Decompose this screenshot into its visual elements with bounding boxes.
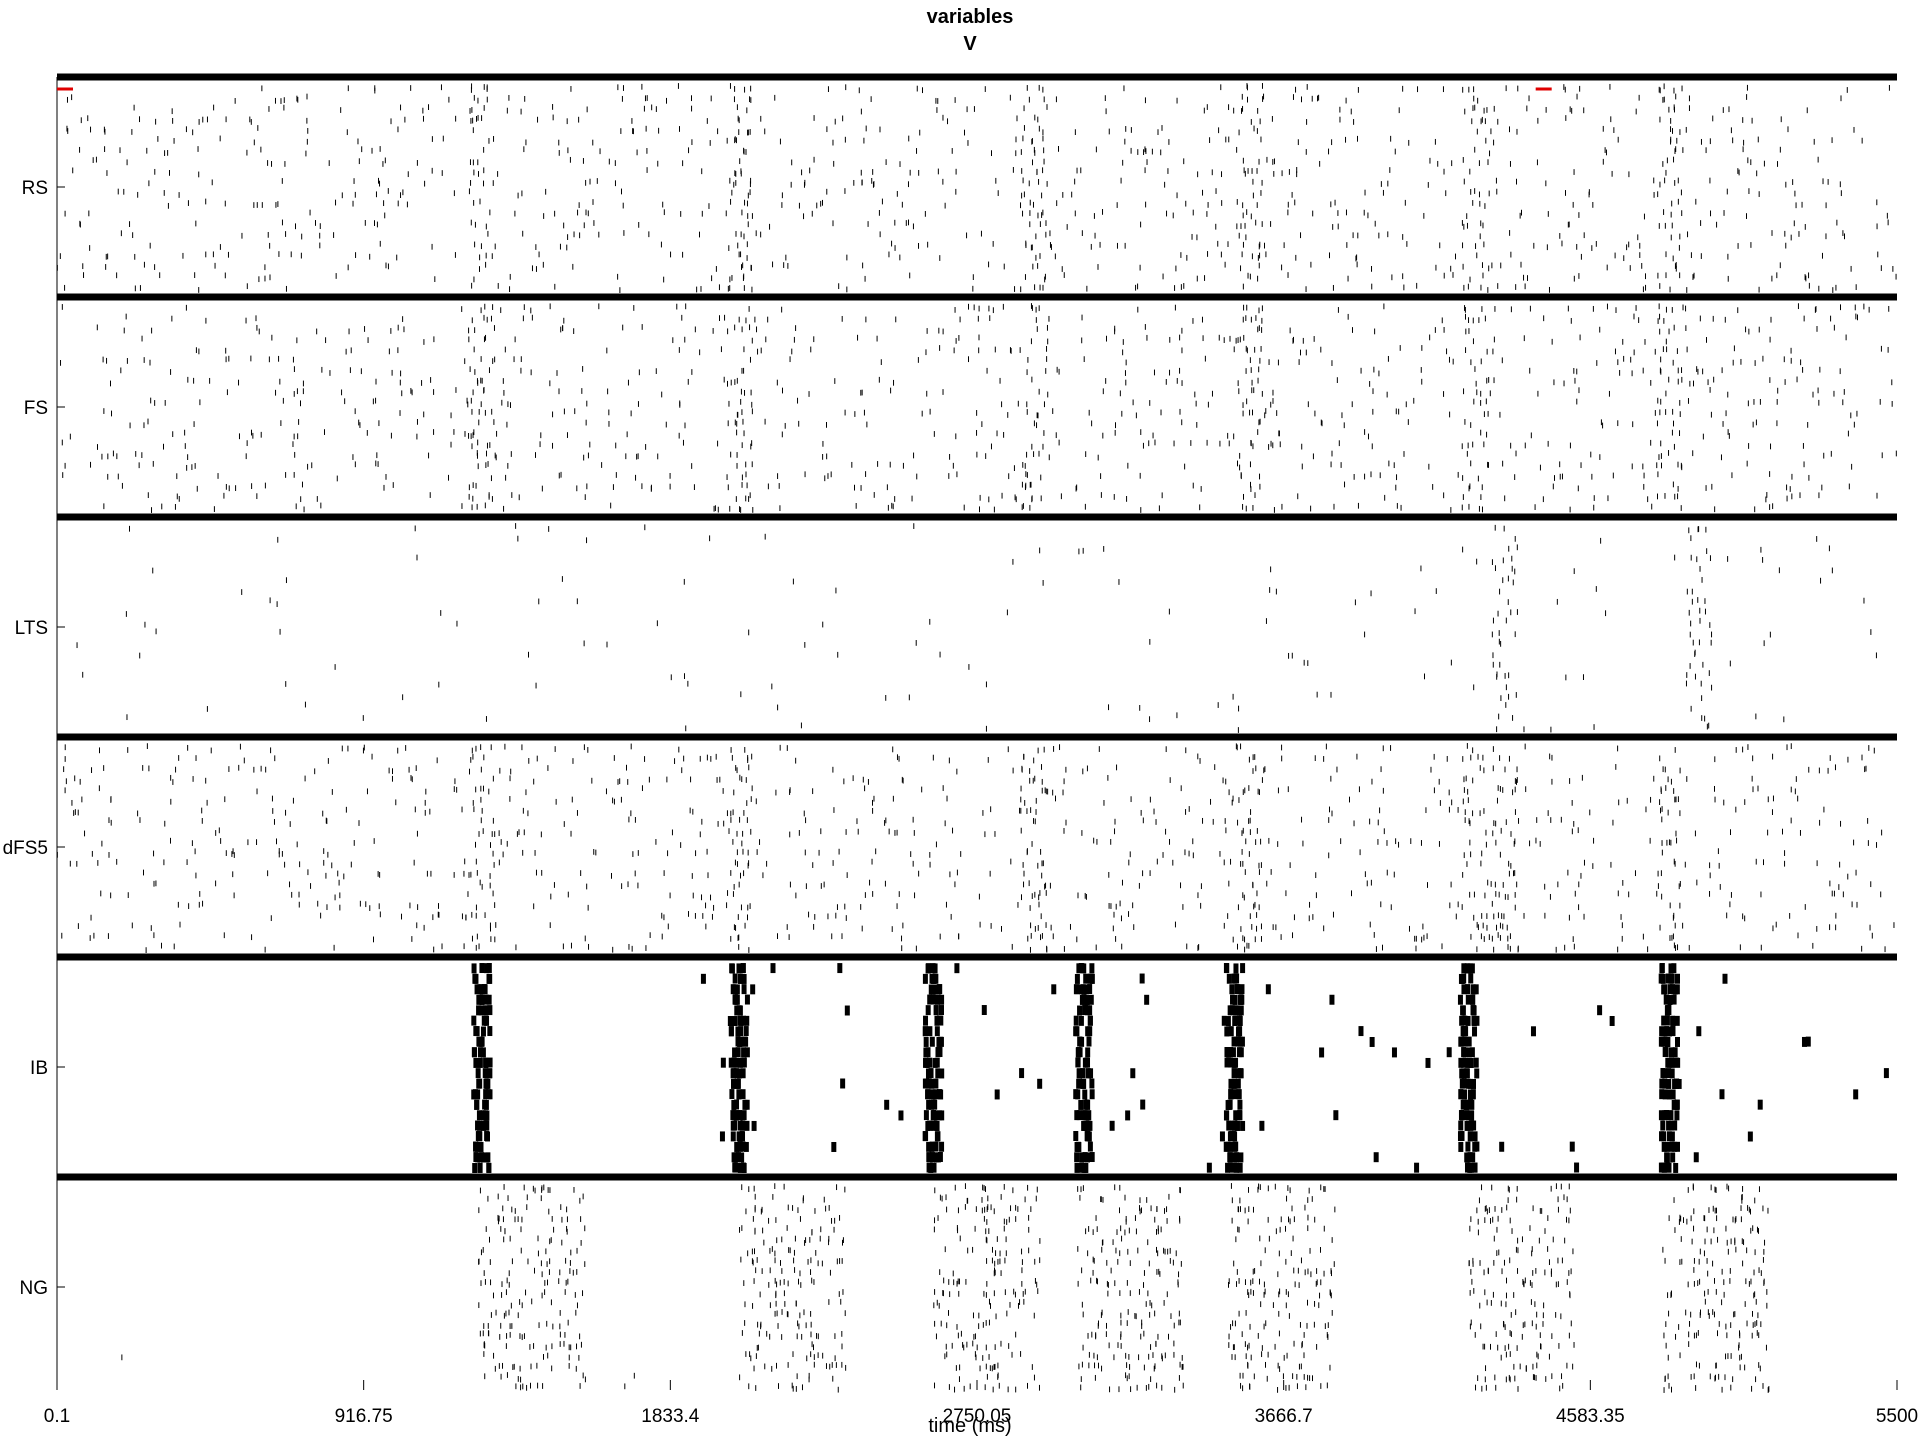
y-tick-label: RS: [22, 178, 48, 199]
chart-subtitle: V: [963, 33, 977, 55]
y-tick-label: FS: [24, 398, 48, 419]
panel-fs: FS: [24, 303, 1897, 513]
panel-ib: IB: [30, 963, 1889, 1173]
panel-lts: LTS: [15, 523, 1877, 733]
population-panels: RS FS LTS dFS5 IB NG: [3, 73, 1897, 1393]
panel-dfs5: dFS5: [3, 743, 1895, 953]
y-tick-label: dFS5: [3, 838, 48, 859]
panel-ng: NG: [20, 1183, 1770, 1393]
y-tick-label: LTS: [15, 618, 48, 639]
panel-rs: RS: [22, 83, 1897, 293]
chart-title: variables: [927, 6, 1014, 28]
y-tick-label: IB: [30, 1058, 48, 1079]
